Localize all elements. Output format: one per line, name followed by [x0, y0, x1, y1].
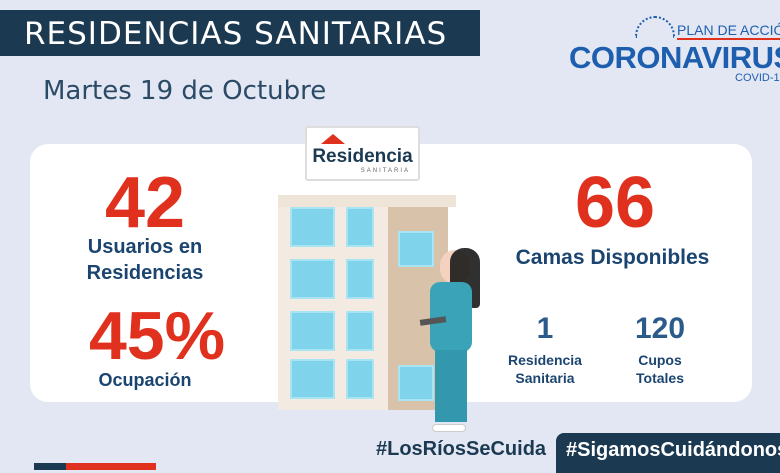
residences-value: 1 [536, 312, 554, 345]
residencia-sign-logo: Residencia SANITARIA [305, 126, 420, 181]
coronavirus-plan-logo: PLAN DE ACCIÓN CORONAVIRUS COVID-19 [565, 12, 780, 87]
quota-label-2: Totales [636, 370, 684, 386]
flag-stripe-red [66, 463, 156, 470]
virus-icon [635, 16, 675, 38]
hashtag-sigamos: #SigamosCuidándonos [556, 433, 780, 473]
sign-name: Residencia [312, 146, 413, 167]
flag-stripe-blue [34, 463, 66, 470]
occupancy-value: 45% [88, 298, 226, 374]
page-title: RESIDENCIAS SANITARIAS [0, 10, 480, 56]
house-roof-icon [321, 134, 345, 144]
residences-label-1: Residencia [508, 352, 582, 368]
logo-sub-text: COVID-19 [735, 72, 780, 84]
hashtag-los-rios: #LosRíosSeCuida [376, 438, 547, 460]
logo-plan-text: PLAN DE ACCIÓN [677, 22, 780, 40]
users-label-2: Residencias [86, 262, 204, 284]
users-label-1: Usuarios en [87, 236, 203, 258]
residences-label-2: Sanitaria [515, 370, 575, 386]
beds-label: Camas Disponibles [515, 246, 710, 269]
sign-sub: SANITARIA [360, 168, 410, 174]
quota-value: 120 [634, 312, 686, 345]
occupancy-label: Ocupación [98, 370, 192, 390]
logo-main-text: CORONAVIRUS [569, 40, 780, 75]
beds-value: 66 [574, 163, 656, 243]
date-label: Martes 19 de Octubre [43, 76, 327, 106]
users-value: 42 [104, 163, 186, 243]
quota-label-1: Cupos [638, 352, 682, 368]
